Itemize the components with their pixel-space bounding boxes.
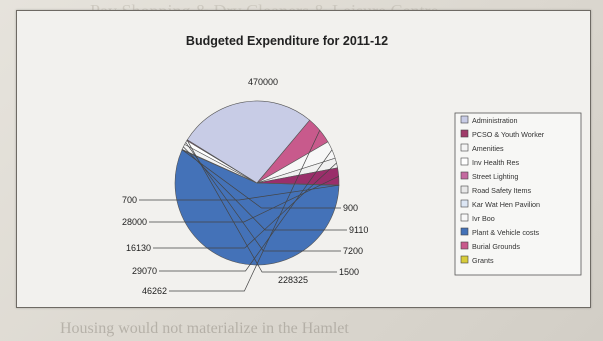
leader-line: [169, 130, 321, 292]
pie-data-label: 16130: [126, 243, 151, 253]
leader-line: [181, 149, 341, 209]
legend-swatch: [460, 241, 469, 250]
leader-line: [183, 146, 347, 231]
leader-line: [149, 176, 339, 223]
pie-data-label: 900: [343, 203, 358, 213]
legend-label: Inv Health Res: [472, 158, 520, 167]
pie-data-label: 1500: [339, 267, 359, 277]
legend-label: Administration: [472, 116, 518, 125]
chart-title: Budgeted Expenditure for 2011-12: [186, 34, 388, 48]
legend-label: Ivr Boo: [472, 214, 495, 223]
legend-box: [454, 112, 582, 276]
pie-data-label: 46262: [142, 286, 167, 296]
legend-swatch: [460, 171, 469, 180]
leader-line: [139, 184, 340, 201]
legend-swatch: [460, 213, 469, 222]
pie-data-labels: 470000 900 9110 7200 1500 228325 46262 29070 161…: [122, 77, 368, 296]
legend-swatch: [460, 157, 469, 166]
legend-label: Amenities: [472, 144, 504, 153]
legend-label: Grants: [472, 256, 494, 265]
pie-data-label: 9110: [349, 225, 368, 235]
pie-chart: Budgeted Expenditure for 2011-12 470000 9…: [122, 34, 582, 296]
legend-label: Burial Grounds: [472, 242, 520, 251]
pie-data-label: 7200: [343, 246, 363, 256]
pie-data-label: 28000: [122, 217, 147, 227]
legend-swatch: [460, 185, 469, 194]
legend-swatch: [460, 143, 469, 152]
pie-data-label: 228325: [278, 275, 308, 285]
legend-label: Kar Wat Hen Pavilion: [472, 200, 540, 209]
leader-line: [186, 139, 337, 273]
pie-slice: [174, 149, 340, 266]
chart-frame: Budgeted Expenditure for 2011-12 470000 9…: [16, 10, 591, 308]
pie-data-label: 700: [122, 195, 137, 205]
legend-swatch: [460, 227, 469, 236]
legend-label: PCSO & Youth Worker: [472, 130, 545, 139]
legend-swatch: [460, 129, 469, 138]
leader-line: [153, 162, 337, 249]
pie-slice: [186, 100, 311, 184]
legend-label: Street Lighting: [472, 172, 518, 181]
legend-swatch: [460, 199, 469, 208]
pie-leader-lines: [139, 130, 347, 292]
pie-slices: [174, 100, 340, 266]
pie-data-label: 29070: [132, 266, 157, 276]
pie-data-label: 470000: [248, 77, 278, 87]
legend-swatch: [460, 115, 469, 124]
legend-label: Road Safety Items: [472, 186, 532, 195]
legend-swatch: [460, 255, 469, 264]
legend-label: Plant & Vehicle costs: [472, 228, 540, 237]
footer-bleed-text: Housing would not materialize in the Ham…: [60, 320, 349, 337]
chart-legend: Administration PCSO & Youth Worker Ameniti…: [454, 112, 582, 276]
